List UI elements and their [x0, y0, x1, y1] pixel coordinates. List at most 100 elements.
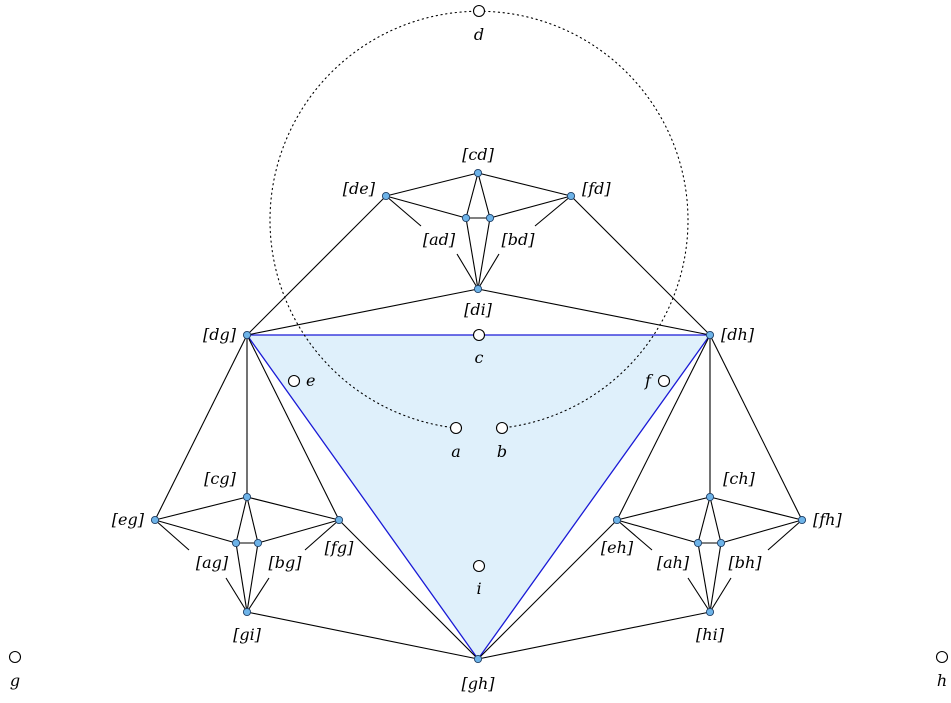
vertex-cg: [242, 492, 252, 502]
site-e-marker: [287, 374, 301, 388]
edge: [697, 542, 711, 613]
vertex-label-gh: [gh]: [461, 674, 495, 693]
edge: [465, 217, 479, 290]
site-c-label: c: [475, 348, 484, 367]
edge: [154, 334, 248, 521]
vertex-label-eh: [eh]: [601, 538, 634, 557]
edge: [477, 611, 711, 660]
vertex-bg: [253, 538, 263, 548]
vertex-label-dh: [dh]: [721, 325, 755, 344]
edge: [709, 577, 732, 613]
vertex-label-bd: [bd]: [502, 230, 536, 249]
edge: [235, 542, 248, 613]
vertex-gi: [242, 607, 252, 617]
edge: [709, 496, 722, 544]
vertex-dg: [242, 330, 252, 340]
edge: [709, 542, 722, 613]
edge: [456, 253, 479, 290]
site-g-marker: [8, 650, 22, 664]
site-f-label: f: [644, 371, 654, 390]
vertex-label-ch: [ch]: [723, 469, 756, 488]
vertex-label-cd: [cd]: [462, 145, 494, 164]
site-b-label: b: [497, 442, 507, 461]
vertex-ag: [231, 538, 241, 548]
edge: [235, 496, 248, 544]
site-h-marker: [935, 650, 949, 664]
vertex-label-dg: [dg]: [203, 325, 237, 344]
edge: [767, 519, 803, 551]
edge: [246, 542, 259, 613]
edge: [154, 519, 237, 544]
edge: [709, 496, 803, 521]
vertex-fh: [797, 515, 807, 525]
vertex-label-bg: [bg]: [269, 553, 303, 572]
vertex-label-hi: [hi]: [696, 625, 725, 644]
edge: [246, 611, 479, 660]
edge: [225, 577, 248, 613]
edge: [385, 172, 479, 197]
site-f-marker: [657, 374, 671, 388]
vertex-fd: [566, 191, 576, 201]
edge: [720, 519, 803, 544]
edge: [477, 172, 491, 219]
edge: [154, 496, 248, 521]
site-g-label: g: [10, 671, 20, 690]
vertex-label-fg: [fg]: [325, 538, 354, 557]
vertex-bd: [485, 213, 495, 223]
vertex-label-ag: [ag]: [196, 553, 229, 572]
edge: [489, 195, 572, 219]
edge: [385, 195, 422, 227]
edge: [477, 253, 500, 290]
edge: [477, 172, 572, 197]
edge: [570, 195, 711, 336]
site-h-label: h: [937, 671, 947, 690]
vertex-ad: [461, 213, 471, 223]
graph-edges: [154, 172, 803, 660]
edge: [687, 577, 711, 613]
vertex-gh: [473, 654, 483, 664]
vertices: [150, 168, 807, 664]
vertex-ah: [693, 538, 703, 548]
vertex-label-ad: [ad]: [423, 230, 456, 249]
edge: [477, 519, 618, 660]
edge: [709, 334, 803, 521]
edge: [304, 519, 340, 551]
edge: [616, 334, 711, 521]
edge: [246, 195, 387, 336]
edge: [616, 519, 653, 551]
edge: [154, 519, 190, 551]
edge: [246, 496, 259, 544]
vertex-label-eg: [eg]: [112, 510, 145, 529]
edge: [697, 496, 711, 544]
site-b-marker: [495, 421, 509, 435]
vertex-label-ah: [ah]: [657, 553, 690, 572]
edge: [246, 577, 270, 613]
edge: [477, 217, 491, 290]
vertex-de: [381, 191, 391, 201]
vertex-dh: [705, 330, 715, 340]
vertex-label-bh: [bh]: [728, 553, 762, 572]
sites: a b c d e f g h i: [8, 4, 949, 690]
edge: [465, 172, 479, 219]
edge: [246, 334, 340, 521]
site-i-label: i: [476, 579, 481, 598]
edge: [246, 496, 340, 521]
vertex-fg: [334, 515, 344, 525]
vertex-eh: [612, 515, 622, 525]
edge: [534, 195, 572, 227]
vertex-label-fh: [fh]: [813, 510, 842, 529]
vertex-label-cg: [cg]: [204, 469, 236, 488]
site-a-label: a: [451, 442, 461, 461]
edge: [338, 519, 479, 660]
vertex-label-gi: [gi]: [233, 625, 262, 644]
edge: [477, 288, 711, 336]
vertex-cd: [473, 168, 483, 178]
edge: [246, 288, 479, 336]
vertex-eg: [150, 515, 160, 525]
vertex-bh: [716, 538, 726, 548]
vertex-ch: [705, 492, 715, 502]
vertex-label-de: [de]: [343, 179, 376, 198]
shaded-triangle: [245, 334, 712, 661]
